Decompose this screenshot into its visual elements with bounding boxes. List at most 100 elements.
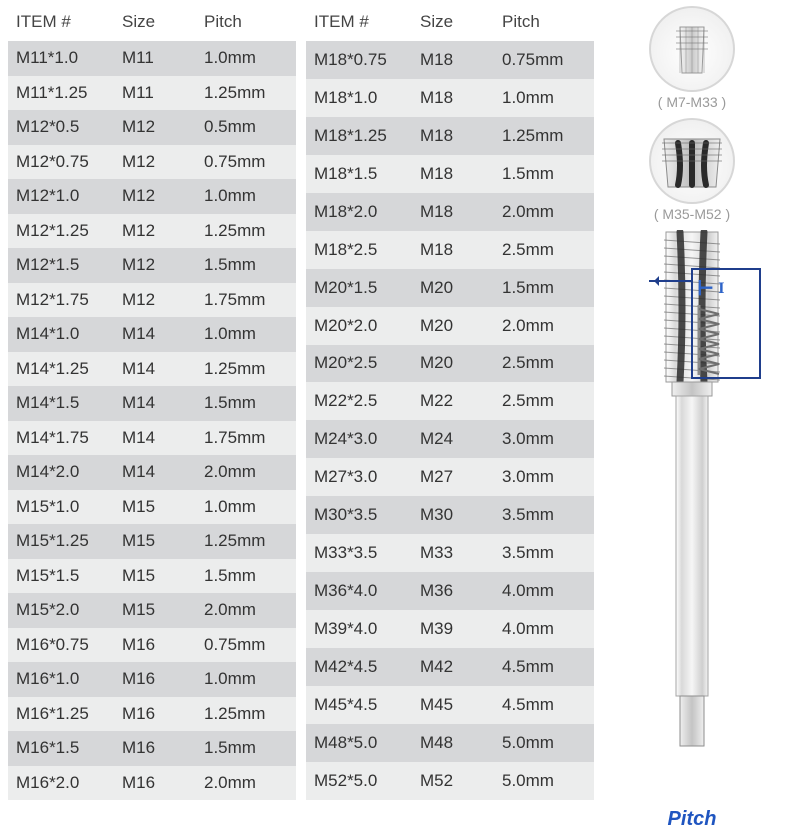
- cell-item: M24*3.0: [306, 420, 412, 458]
- cell-item: M12*1.25: [8, 214, 114, 249]
- cell-item: M16*0.75: [8, 628, 114, 663]
- cell-pitch: 2.0mm: [494, 193, 594, 231]
- table-row: M14*2.0M142.0mm: [8, 455, 296, 490]
- cell-pitch: 1.25mm: [494, 117, 594, 155]
- cell-size: M15: [114, 559, 196, 594]
- cell-size: M18: [412, 231, 494, 269]
- table-row: M33*3.5M333.5mm: [306, 534, 594, 572]
- table-row: M20*2.0M202.0mm: [306, 307, 594, 345]
- table-row: M14*1.5M141.5mm: [8, 386, 296, 421]
- cell-size: M36: [412, 572, 494, 610]
- table-row: M20*1.5M201.5mm: [306, 269, 594, 307]
- cell-item: M27*3.0: [306, 458, 412, 496]
- cell-size: M12: [114, 110, 196, 145]
- table-row: M24*3.0M243.0mm: [306, 420, 594, 458]
- cell-size: M15: [114, 593, 196, 628]
- cell-item: M14*2.0: [8, 455, 114, 490]
- cell-size: M12: [114, 214, 196, 249]
- page: ITEM # Size Pitch M11*1.0M11 1.0mm M11*1.2…: [0, 0, 800, 800]
- table-row: M18*1.0M181.0mm: [306, 79, 594, 117]
- cell-item: M39*4.0: [306, 610, 412, 648]
- cell-item: M11*1.0: [8, 41, 114, 76]
- cell-pitch: 1.25mm: [196, 214, 296, 249]
- col-header-size: Size: [412, 6, 494, 41]
- cell-size: M27: [412, 458, 494, 496]
- cell-size: M16: [114, 662, 196, 697]
- cell-size: M15: [114, 490, 196, 525]
- table-row: M15*1.0M151.0mm: [8, 490, 296, 525]
- cell-pitch: 5.0mm: [494, 724, 594, 762]
- col-header-size: Size: [114, 6, 196, 41]
- spec-table-left: ITEM # Size Pitch M11*1.0M11 1.0mm M11*1.2…: [8, 6, 296, 800]
- tables-region: ITEM # Size Pitch M11*1.0M11 1.0mm M11*1.2…: [0, 0, 594, 800]
- cell-item: M14*1.75: [8, 421, 114, 456]
- table-row: M39*4.0M394.0mm: [306, 610, 594, 648]
- col-header-item: ITEM #: [8, 6, 114, 41]
- table-row: M18*1.5M181.5mm: [306, 155, 594, 193]
- cell-item: M11*1.25: [8, 76, 114, 111]
- cell-size: M22: [412, 382, 494, 420]
- cell-pitch: 4.0mm: [494, 610, 594, 648]
- cell-size: M20: [412, 345, 494, 383]
- cell-pitch: 5.0mm: [494, 762, 594, 800]
- table-row: M15*1.25M151.25mm: [8, 524, 296, 559]
- cell-pitch: 4.0mm: [494, 572, 594, 610]
- cell-size: M12: [114, 145, 196, 180]
- table-row: M12*0.75M120.75mm: [8, 145, 296, 180]
- cell-pitch: 1.5mm: [196, 559, 296, 594]
- cell-item: M12*1.0: [8, 179, 114, 214]
- cell-item: M42*4.5: [306, 648, 412, 686]
- col-header-pitch: Pitch: [196, 6, 296, 41]
- cell-item: M18*2.0: [306, 193, 412, 231]
- cell-pitch: 0.75mm: [196, 145, 296, 180]
- table-row: M45*4.5M454.5mm: [306, 686, 594, 724]
- table-row: M16*1.0M161.0mm: [8, 662, 296, 697]
- cell-item: M15*2.0: [8, 593, 114, 628]
- cell-item: M45*4.5: [306, 686, 412, 724]
- cell-item: M33*3.5: [306, 534, 412, 572]
- table-row: M52*5.0M525.0mm: [306, 762, 594, 800]
- table-row: M22*2.5M222.5mm: [306, 382, 594, 420]
- cell-item: M15*1.0: [8, 490, 114, 525]
- cell-pitch: 4.5mm: [494, 648, 594, 686]
- cell-size: M16: [114, 731, 196, 766]
- cell-size: M14: [114, 352, 196, 387]
- cell-item: M20*1.5: [306, 269, 412, 307]
- table-row: M12*1.75M121.75mm: [8, 283, 296, 318]
- cell-size: M16: [114, 628, 196, 663]
- col-header-pitch: Pitch: [494, 6, 594, 41]
- cell-item: M14*1.0: [8, 317, 114, 352]
- cell-pitch: 1.25mm: [196, 76, 296, 111]
- cell-size: M14: [114, 386, 196, 421]
- cell-pitch: 1.5mm: [494, 155, 594, 193]
- cell-pitch: 1.5mm: [196, 386, 296, 421]
- cell-size: M20: [412, 269, 494, 307]
- table-row: M16*0.75M160.75mm: [8, 628, 296, 663]
- table-row: M42*4.5M424.5mm: [306, 648, 594, 686]
- cell-pitch: 1.0mm: [494, 79, 594, 117]
- cell-pitch: 1.5mm: [196, 731, 296, 766]
- cell-size: M12: [114, 283, 196, 318]
- cell-size: M33: [412, 534, 494, 572]
- cell-size: M42: [412, 648, 494, 686]
- cell-pitch: 1.5mm: [494, 269, 594, 307]
- cell-item: M52*5.0: [306, 762, 412, 800]
- cell-pitch: 2.0mm: [494, 307, 594, 345]
- spec-table-right: ITEM # Size Pitch M18*0.75M180.75mmM18*1…: [306, 6, 594, 800]
- table-row: M12*1.5M121.5mm: [8, 248, 296, 283]
- cell-size: M11: [114, 41, 196, 76]
- cell-pitch: 2.0mm: [196, 593, 296, 628]
- cell-pitch: 1.0mm: [196, 317, 296, 352]
- cell-size: M24: [412, 420, 494, 458]
- cell-size: M14: [114, 421, 196, 456]
- cell-pitch: 1.25mm: [196, 697, 296, 732]
- cell-item: M16*1.0: [8, 662, 114, 697]
- tap-tip-large-icon: [649, 118, 735, 204]
- cell-item: M16*2.0: [8, 766, 114, 801]
- cell-item: M15*1.25: [8, 524, 114, 559]
- cell-item: M16*1.5: [8, 731, 114, 766]
- cell-size: M45: [412, 686, 494, 724]
- cell-size: M16: [114, 766, 196, 801]
- cell-size: M30: [412, 496, 494, 534]
- cell-pitch: 4.5mm: [494, 686, 594, 724]
